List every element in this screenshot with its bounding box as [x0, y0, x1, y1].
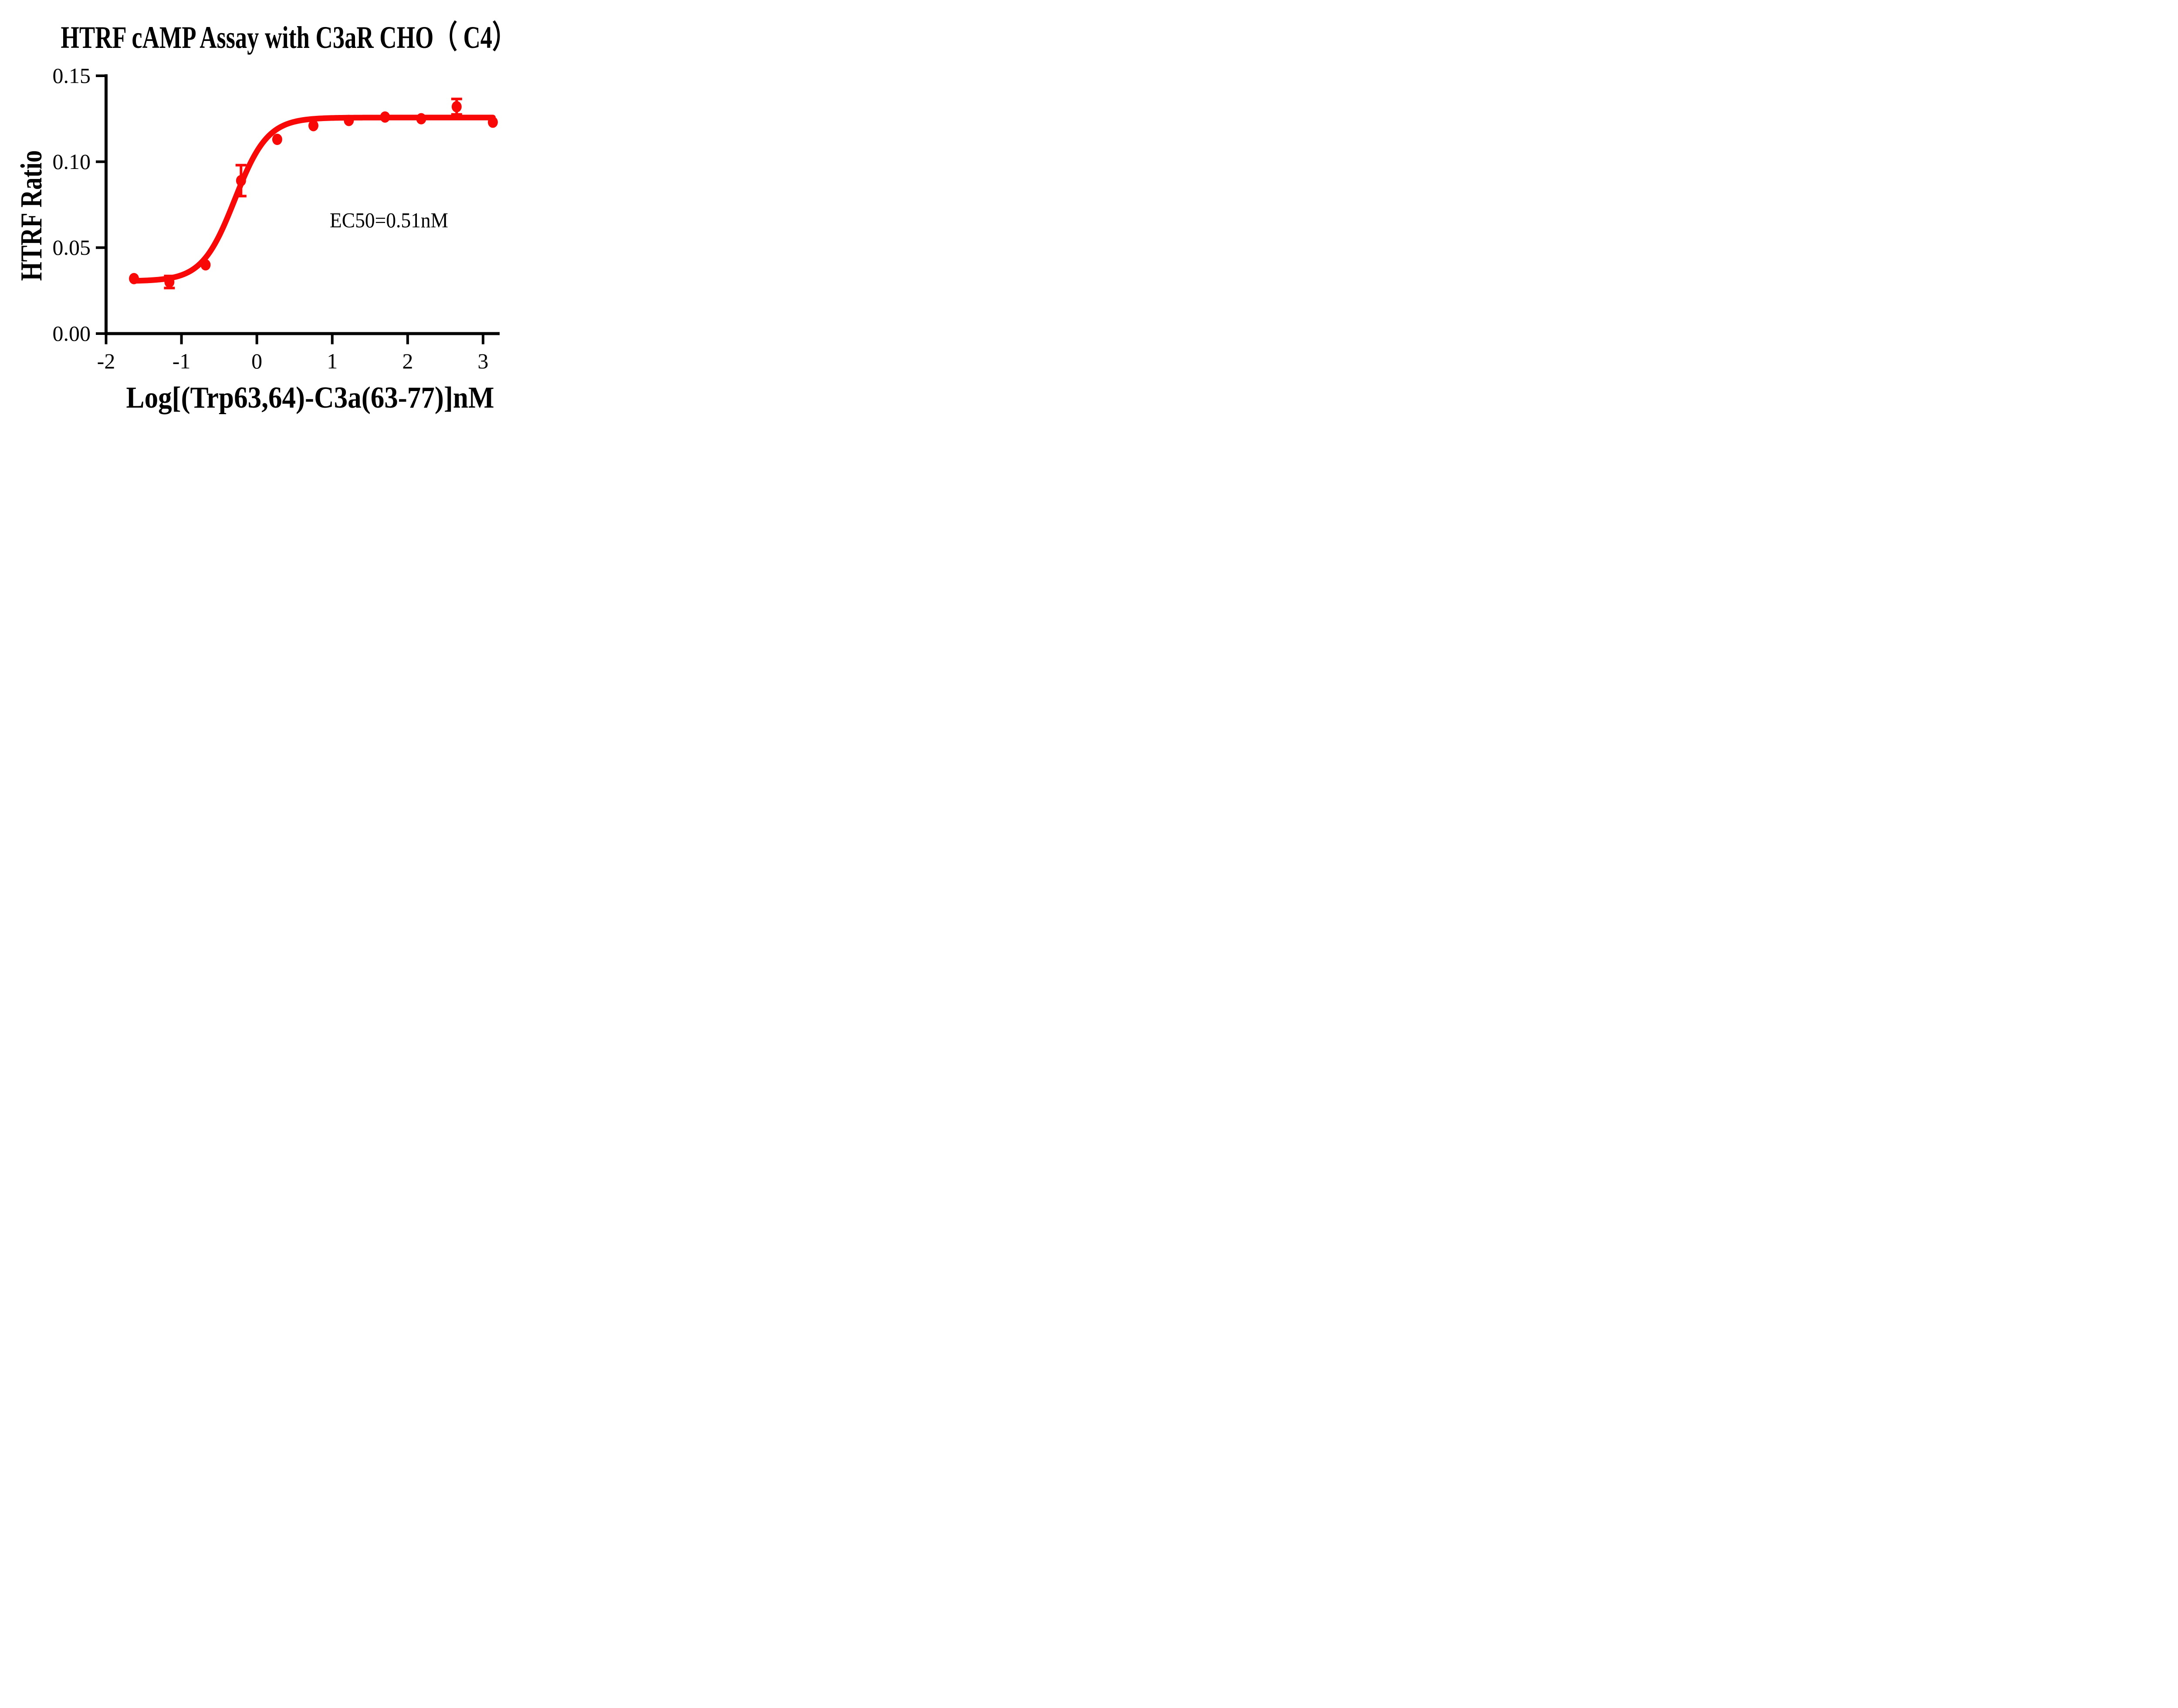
axis-tick-labels: -2 -1 0 1 2 3 0.00 0.05 0.10 0.15: [53, 64, 489, 374]
y-tick-label: 0.00: [53, 321, 91, 346]
chart-title: HTRF cAMP Assay with C3aR CHO（ C4）: [61, 20, 516, 55]
data-point: [272, 134, 282, 145]
data-point: [164, 276, 175, 288]
x-tick-label: -2: [97, 349, 115, 373]
plot-svg: HTRF cAMP Assay with C3aR CHO（ C4） HTRF …: [15, 20, 516, 415]
data-point: [380, 111, 390, 123]
axis-ticks: [96, 74, 484, 344]
data-point: [129, 273, 139, 284]
fit-curve-group: [131, 115, 496, 284]
data-points: [129, 101, 498, 288]
data-point: [487, 116, 498, 128]
x-tick-label: -1: [172, 349, 191, 373]
y-tick-label: 0.15: [53, 64, 91, 88]
data-point: [451, 101, 462, 113]
x-tick-label: 2: [402, 349, 413, 373]
x-tick-label: 1: [327, 349, 338, 373]
ec50-annotation: EC50=0.51nM: [330, 208, 448, 232]
data-point: [200, 259, 211, 271]
data-point: [416, 113, 426, 125]
x-axis-title: Log[(Trp63,64)-C3a(63-77)]nM: [126, 381, 494, 415]
data-point: [344, 115, 354, 126]
fit-curve: [131, 115, 496, 284]
y-tick-label: 0.10: [53, 149, 91, 174]
x-tick-label: 0: [251, 349, 262, 373]
y-tick-label: 0.05: [53, 235, 91, 260]
x-tick-label: 3: [477, 349, 488, 373]
data-point: [236, 175, 246, 186]
chart-figure: HTRF cAMP Assay with C3aR CHO（ C4） HTRF …: [0, 0, 558, 427]
data-point: [308, 120, 318, 132]
y-axis-title: HTRF Ratio: [15, 150, 48, 281]
